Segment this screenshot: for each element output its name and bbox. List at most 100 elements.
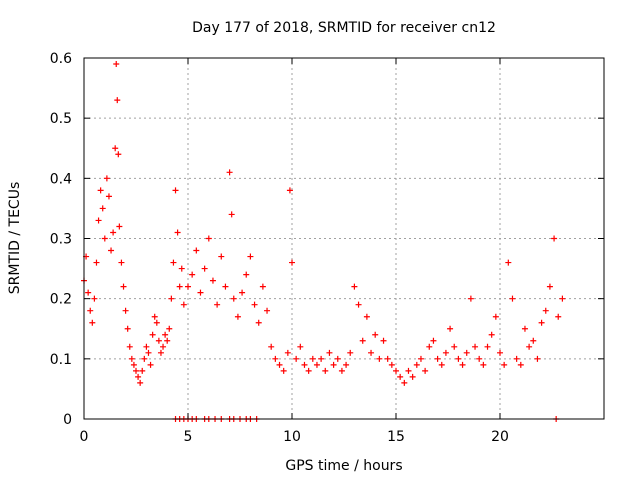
data-point	[124, 325, 131, 332]
data-point	[286, 187, 293, 194]
data-point	[147, 361, 154, 368]
data-point	[384, 355, 391, 362]
data-point	[472, 343, 479, 350]
data-point	[115, 151, 122, 158]
data-point	[509, 295, 516, 302]
data-point	[180, 301, 187, 308]
y-tick-label: 0.4	[50, 171, 72, 187]
data-point	[176, 283, 183, 290]
data-point	[517, 361, 524, 368]
data-point	[264, 307, 271, 314]
data-point	[401, 379, 408, 386]
data-point	[105, 193, 112, 200]
data-point	[430, 337, 437, 344]
data-point	[228, 211, 235, 218]
data-point	[239, 289, 246, 296]
data-point	[289, 259, 295, 266]
data-point	[130, 361, 137, 368]
data-point	[422, 367, 429, 374]
data-point	[526, 343, 533, 350]
x-tick-label: 5	[184, 429, 193, 445]
data-point	[521, 325, 528, 332]
data-point	[268, 343, 275, 350]
data-point	[276, 361, 283, 368]
data-point	[359, 337, 366, 344]
data-point	[166, 325, 173, 332]
data-point	[226, 169, 233, 176]
data-point	[218, 253, 225, 260]
data-point	[397, 373, 404, 380]
data-point	[538, 319, 545, 326]
axis-ticks: 0 5 10 15 20 0 0.1 0.2 0.3 0.4 0.5 0.6	[50, 51, 604, 445]
data-point	[559, 295, 566, 302]
data-point	[133, 367, 139, 374]
data-point	[405, 367, 412, 374]
data-point	[145, 349, 152, 356]
y-tick-label: 0.1	[50, 352, 72, 368]
data-point	[103, 175, 110, 182]
data-point	[193, 247, 200, 254]
data-point	[280, 367, 287, 374]
data-point	[326, 349, 333, 356]
data-points	[81, 61, 566, 422]
data-point	[222, 283, 229, 290]
data-point	[118, 259, 125, 266]
data-point	[442, 349, 449, 356]
data-point	[116, 223, 123, 230]
data-point	[185, 283, 191, 290]
data-point	[313, 361, 320, 368]
x-tick-label: 20	[491, 429, 509, 445]
data-point	[172, 187, 179, 194]
data-point	[542, 307, 549, 314]
data-point	[230, 295, 237, 302]
data-point	[255, 319, 262, 326]
data-point	[112, 145, 119, 152]
data-point	[368, 349, 375, 356]
data-point	[343, 361, 350, 368]
data-point	[114, 97, 121, 104]
data-point	[153, 319, 160, 326]
data-point	[555, 313, 562, 320]
data-point	[174, 229, 181, 236]
data-point	[351, 283, 358, 290]
data-point	[434, 355, 441, 362]
data-point	[197, 289, 204, 296]
data-point	[301, 361, 308, 368]
data-point	[546, 283, 553, 290]
data-point	[143, 343, 150, 350]
data-point	[334, 355, 341, 362]
chart-title: Day 177 of 2018, SRMTID for receiver cn1…	[192, 20, 496, 36]
data-point	[347, 349, 354, 356]
y-tick-label: 0.5	[50, 111, 72, 127]
data-point	[388, 361, 395, 368]
data-point	[251, 301, 258, 308]
data-point	[160, 343, 167, 350]
data-point	[380, 337, 387, 344]
data-point	[97, 187, 104, 194]
data-point	[243, 271, 250, 278]
x-tick-label: 15	[387, 429, 405, 445]
data-point	[409, 373, 416, 380]
data-point	[162, 331, 169, 338]
data-point	[178, 265, 185, 272]
data-point	[497, 349, 503, 356]
data-point	[501, 361, 508, 368]
data-point	[534, 355, 541, 362]
data-point	[205, 235, 212, 242]
data-point	[513, 355, 520, 362]
grid	[84, 58, 604, 419]
data-point	[126, 343, 133, 350]
data-point	[164, 337, 171, 344]
data-point	[484, 343, 491, 350]
data-point	[338, 367, 345, 374]
data-point	[149, 331, 156, 338]
data-point	[135, 373, 142, 380]
data-point	[330, 361, 337, 368]
data-point	[293, 355, 300, 362]
data-point	[157, 349, 164, 356]
x-tick-label: 0	[80, 429, 89, 445]
data-point	[137, 379, 144, 386]
y-tick-label: 0.6	[50, 51, 72, 67]
